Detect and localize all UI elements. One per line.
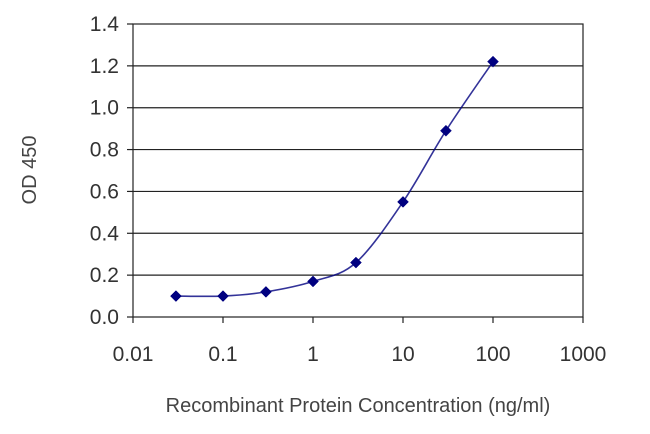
y-axis-title: OD 450 — [19, 136, 41, 205]
x-axis-title: Recombinant Protein Concentration (ng/ml… — [166, 395, 551, 417]
plot-area-frame — [132, 23, 584, 318]
fitted-curve — [175, 61, 494, 298]
x-axis-ticks: 0.01 0.1 1 10 100 1000 — [113, 317, 607, 366]
y-tick-label-1: 0.2 — [90, 264, 119, 287]
data-point-5 — [397, 196, 409, 208]
data-point-0 — [170, 290, 182, 302]
x-tick-label-3: 10 — [391, 343, 414, 366]
data-point-4 — [350, 256, 362, 269]
data-point-3 — [307, 275, 319, 288]
data-point-2 — [260, 286, 272, 298]
y-axis-ticks: 0.0 0.2 0.4 0.6 0.8 1.0 1.2 1.4 — [90, 13, 133, 329]
y-tick-label-4: 0.8 — [90, 139, 119, 162]
y-tick-label-3: 0.6 — [90, 180, 119, 203]
x-tick-label-1: 0.1 — [208, 343, 237, 366]
data-point-6 — [440, 124, 452, 137]
y-tick-label-7: 1.4 — [90, 13, 120, 36]
data-points — [170, 55, 499, 302]
x-tick-label-5: 1000 — [560, 343, 607, 366]
y-tick-label-5: 1.0 — [90, 97, 119, 120]
y-tick-label-0: 0.0 — [90, 306, 119, 329]
data-point-7 — [487, 55, 499, 68]
x-tick-label-2: 1 — [307, 343, 319, 366]
y-tick-label-6: 1.2 — [90, 55, 119, 78]
x-tick-label-0: 0.01 — [113, 343, 154, 366]
gridlines — [133, 65, 583, 276]
x-tick-label-4: 100 — [475, 343, 510, 366]
data-point-1 — [217, 290, 229, 302]
y-tick-label-2: 0.4 — [90, 222, 120, 245]
